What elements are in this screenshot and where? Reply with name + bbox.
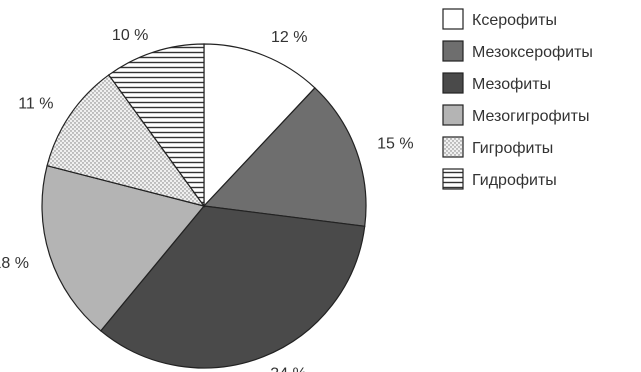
pie-slice-1	[203, 43, 316, 208]
pie-slice-2	[202, 87, 367, 227]
pie-slice-3	[99, 205, 366, 369]
legend: Ксерофиты Мезоксерофиты Мезофиты Мезогигроф…	[442, 8, 593, 190]
legend-swatch-5	[442, 136, 464, 158]
legend-label-2: Мезоксерофиты	[472, 44, 593, 61]
value-label-3: 34 %	[270, 365, 306, 372]
legend-label-4: Мезогигрофиты	[472, 108, 589, 125]
legend-item-4: Мезогигрофиты	[442, 104, 589, 126]
legend-label-3: Мезофиты	[472, 76, 551, 93]
legend-swatch-6	[442, 168, 464, 190]
legend-label-1: Ксерофиты	[472, 12, 557, 29]
pie-slice-4	[41, 164, 206, 332]
legend-item-5: Гигрофиты	[442, 136, 553, 158]
legend-item-3: Мезофиты	[442, 72, 551, 94]
legend-label-6: Гидрофиты	[472, 172, 557, 189]
value-label-1: 12 %	[271, 29, 307, 46]
legend-swatch-1	[442, 8, 464, 30]
legend-swatch-2	[442, 40, 464, 62]
legend-swatch-3	[442, 72, 464, 94]
legend-item-2: Мезоксерофиты	[442, 40, 593, 62]
pie-slice-5	[46, 74, 206, 207]
legend-swatch-4	[442, 104, 464, 126]
pie-slice-6	[107, 43, 205, 208]
value-label-4: 18 %	[0, 255, 29, 272]
value-label-6: 10 %	[112, 27, 148, 44]
value-label-5: 11 %	[18, 96, 53, 113]
legend-item-6: Гидрофиты	[442, 168, 557, 190]
legend-label-5: Гигрофиты	[472, 140, 553, 157]
pie-value-labels: 12 % 15 % 34 % 18 % 11 % 10 %	[0, 27, 414, 372]
value-label-2: 15 %	[377, 136, 413, 153]
pie-slices	[41, 43, 367, 369]
legend-item-1: Ксерофиты	[442, 8, 557, 30]
